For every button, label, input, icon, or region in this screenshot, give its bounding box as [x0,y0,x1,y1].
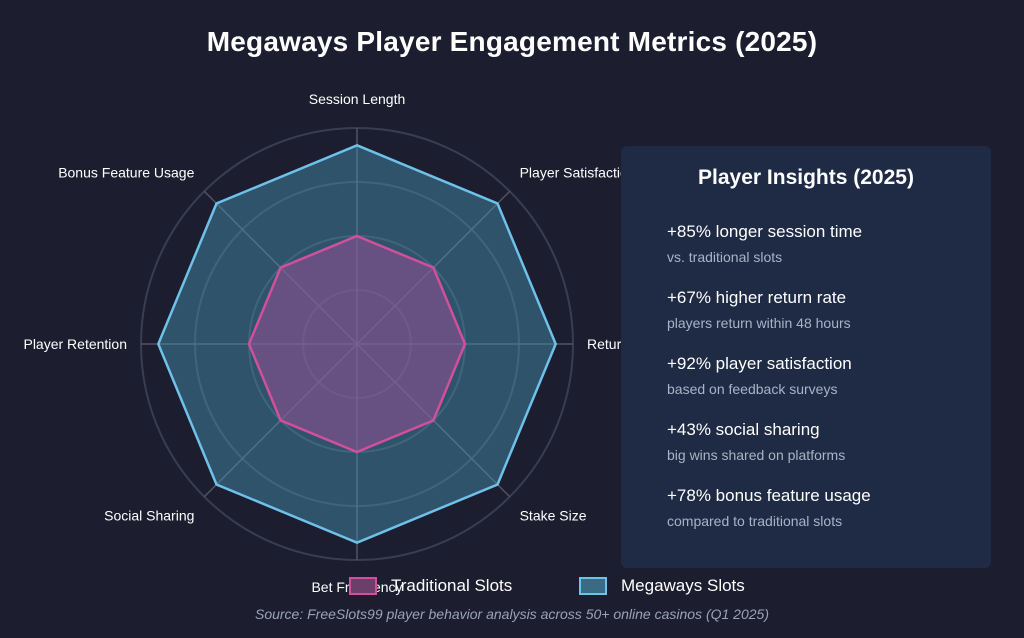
insights-title: Player Insights (2025) [698,166,914,189]
axis-label: Player Retention [23,336,127,352]
chart-title: Megaways Player Engagement Metrics (2025… [206,26,818,57]
legend-swatch-megaways [579,577,607,595]
insight-headline: +85% longer session time [667,222,863,241]
chart-legend: Traditional Slots Megaways Slots [0,576,1024,600]
insight-headline: +92% player satisfaction [667,354,852,373]
insight-item: +43% social sharing big wins shared on p… [667,420,845,464]
legend-label: Traditional Slots [391,576,513,595]
axis-label: Session Length [309,91,406,107]
insight-detail: based on feedback surveys [667,381,838,397]
legend-item-megaways[interactable]: Megaways Slots [579,576,745,596]
insight-item: +92% player satisfaction based on feedba… [667,354,852,398]
legend-swatch-traditional [349,577,377,595]
insight-item: +78% bonus feature usage compared to tra… [667,486,871,530]
series-traditional-slots [247,234,467,454]
insight-detail: big wins shared on platforms [667,447,846,463]
insight-item: +67% higher return rate players return w… [667,288,851,332]
axis-label: Player Satisfaction [520,164,636,180]
axis-label: Bonus Feature Usage [58,164,194,180]
insight-detail: vs. traditional slots [667,249,783,265]
insight-detail: compared to traditional slots [667,513,843,529]
insights-panel: Player Insights (2025) +85% longer sessi… [621,146,991,568]
insight-item: +85% longer session time vs. traditional… [667,222,862,266]
insight-headline: +67% higher return rate [667,288,847,307]
legend-label: Megaways Slots [621,576,745,595]
legend-item-traditional[interactable]: Traditional Slots [349,576,512,596]
insight-detail: players return within 48 hours [667,315,851,331]
axis-label: Social Sharing [104,508,194,524]
axis-label: Stake Size [520,508,587,524]
insight-headline: +43% social sharing [667,420,820,439]
source-note: Source: FreeSlots99 player behavior anal… [254,606,769,622]
axis-label: Retur [587,336,622,352]
insight-headline: +78% bonus feature usage [667,486,871,505]
